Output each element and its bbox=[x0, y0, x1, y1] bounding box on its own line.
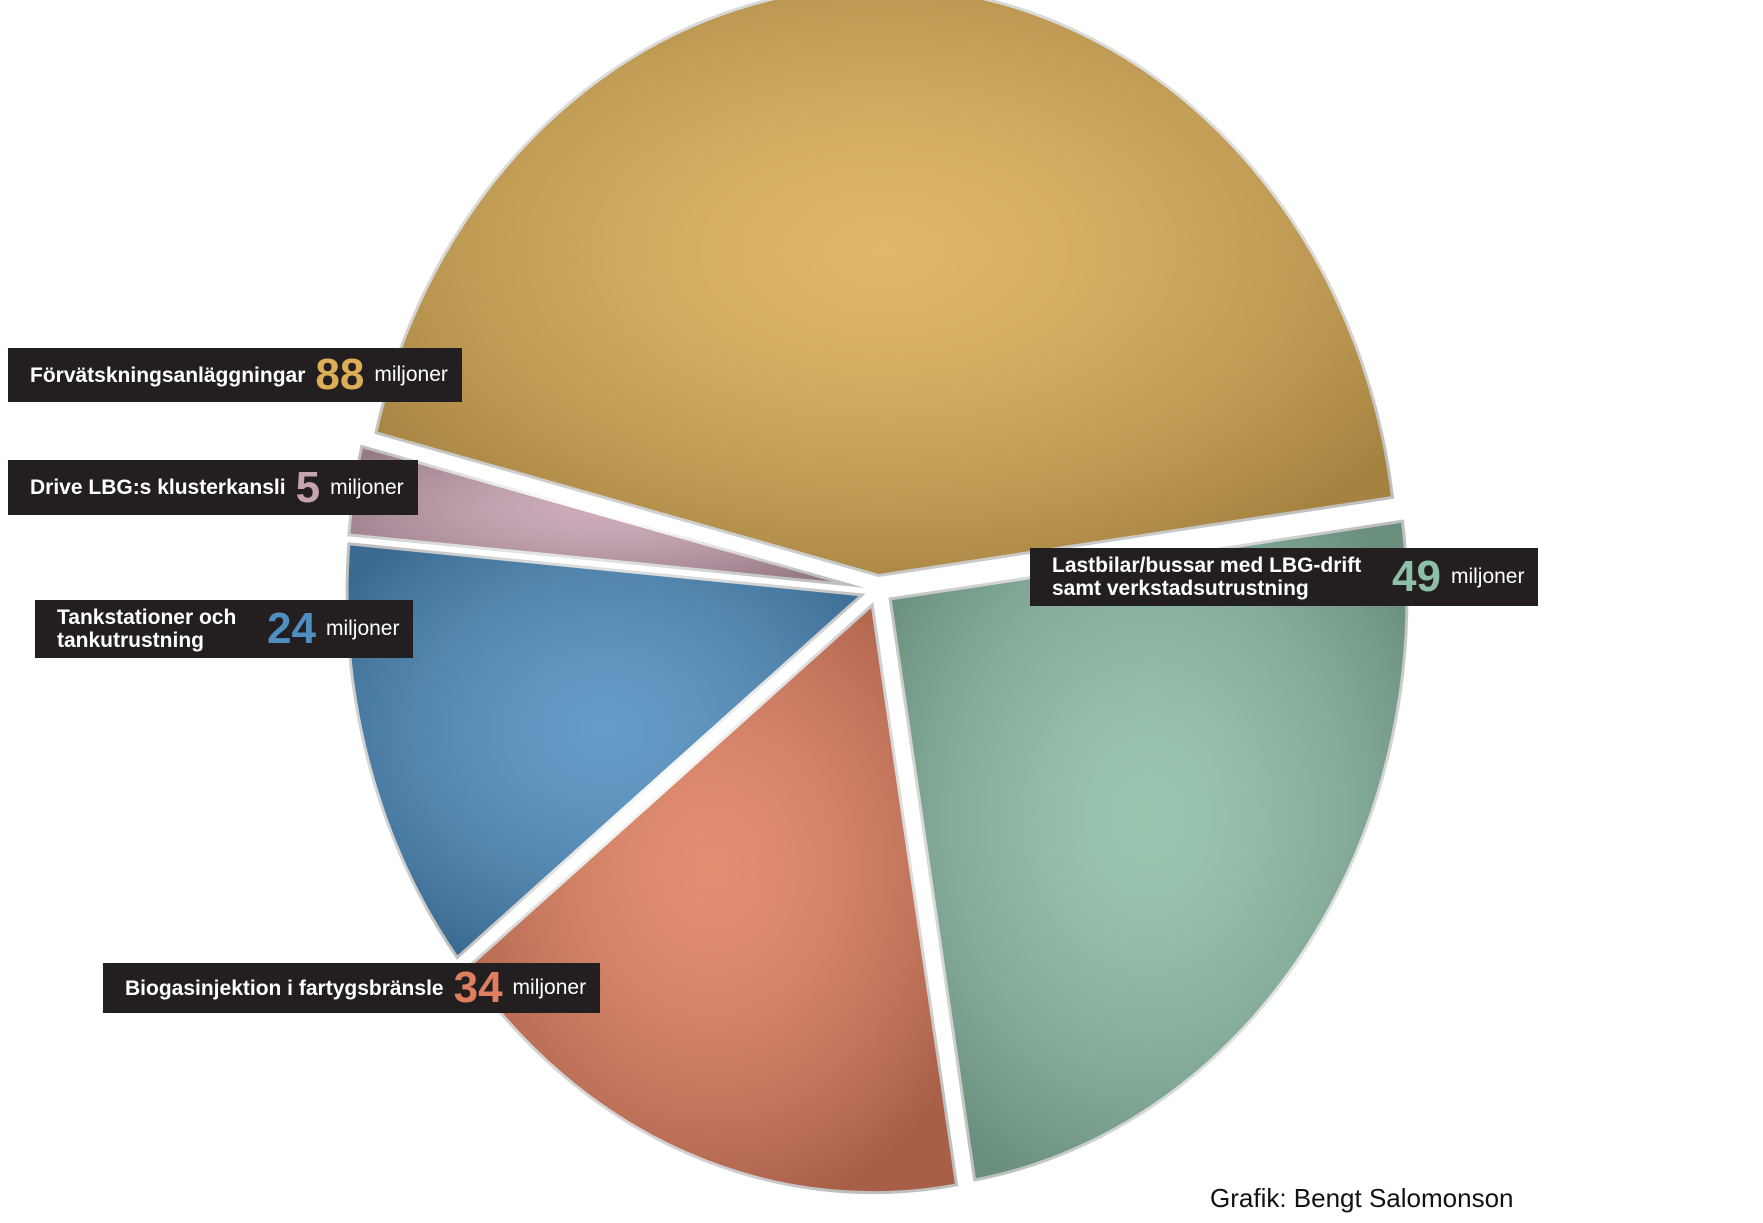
category-label: Drive LBG:s klusterkansli bbox=[30, 476, 286, 499]
slice-label: Lastbilar/bussar med LBG-drift samt verk… bbox=[1030, 548, 1539, 606]
slice-shade bbox=[374, 0, 1395, 578]
slice-label: Tankstationer och tankutrustning 24 miljon… bbox=[35, 600, 414, 658]
unit-label: miljoner bbox=[512, 976, 587, 999]
slice-shade bbox=[888, 519, 1409, 1182]
unit-label: miljoner bbox=[1450, 565, 1525, 588]
value-label: 88 bbox=[315, 350, 365, 399]
category-label: Tankstationer och tankutrustning bbox=[57, 606, 237, 652]
unit-label: miljoner bbox=[374, 363, 448, 386]
slice-label: Biogasinjektion i fartygsbränsle 34 miljon… bbox=[103, 963, 601, 1013]
category-label: Förvätskningsanläggningar bbox=[30, 363, 306, 387]
slice-label: Förvätskningsanläggningar 88 miljoner bbox=[8, 348, 462, 402]
value-label: 49 bbox=[1392, 552, 1441, 601]
slice-shade bbox=[464, 602, 959, 1195]
value-label: 34 bbox=[453, 963, 503, 1012]
unit-label: miljoner bbox=[325, 617, 400, 640]
category-label: Biogasinjektion i fartygsbränsle bbox=[125, 976, 444, 1000]
slice-shade bbox=[345, 542, 866, 960]
category-label: Lastbilar/bussar med LBG-drift samt verk… bbox=[1052, 554, 1362, 600]
value-label: 24 bbox=[267, 604, 316, 653]
slice-label: Drive LBG:s klusterkansli 5 miljoner bbox=[8, 460, 418, 515]
unit-label: miljoner bbox=[330, 475, 404, 499]
credit: Grafik: Bengt Salomonson bbox=[1210, 1183, 1514, 1213]
slice-shade bbox=[347, 444, 866, 588]
value-label: 5 bbox=[295, 462, 321, 512]
